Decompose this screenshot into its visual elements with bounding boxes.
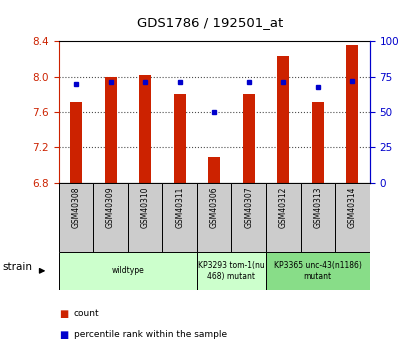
- Text: count: count: [74, 309, 99, 318]
- Text: ■: ■: [59, 330, 68, 339]
- Bar: [197, 183, 231, 252]
- Text: GSM40309: GSM40309: [106, 186, 115, 228]
- Bar: [59, 183, 93, 252]
- Bar: [277, 56, 289, 183]
- Text: GSM40312: GSM40312: [279, 186, 288, 228]
- Bar: [197, 252, 266, 290]
- Text: GSM40308: GSM40308: [71, 186, 81, 228]
- Bar: [243, 95, 255, 183]
- Bar: [301, 183, 335, 252]
- Bar: [266, 252, 370, 290]
- Text: KP3293 tom-1(nu
468) mutant: KP3293 tom-1(nu 468) mutant: [198, 261, 265, 280]
- Text: wildtype: wildtype: [111, 266, 144, 275]
- Text: ■: ■: [59, 309, 68, 319]
- Bar: [105, 77, 117, 183]
- Text: GSM40313: GSM40313: [313, 186, 322, 228]
- Bar: [346, 45, 358, 183]
- Bar: [335, 183, 370, 252]
- Bar: [173, 95, 186, 183]
- Bar: [266, 183, 301, 252]
- Text: GSM40311: GSM40311: [175, 186, 184, 228]
- Bar: [70, 101, 82, 183]
- Text: KP3365 unc-43(n1186)
mutant: KP3365 unc-43(n1186) mutant: [274, 261, 362, 280]
- Text: GSM40307: GSM40307: [244, 186, 253, 228]
- Bar: [231, 183, 266, 252]
- Text: percentile rank within the sample: percentile rank within the sample: [74, 330, 227, 339]
- Bar: [128, 183, 163, 252]
- Bar: [59, 252, 197, 290]
- Text: strain: strain: [2, 263, 32, 272]
- Bar: [312, 101, 324, 183]
- Bar: [163, 183, 197, 252]
- Bar: [139, 75, 151, 183]
- Text: GSM40314: GSM40314: [348, 186, 357, 228]
- Bar: [93, 183, 128, 252]
- Text: GSM40310: GSM40310: [141, 186, 150, 228]
- Text: GSM40306: GSM40306: [210, 186, 219, 228]
- Text: GDS1786 / 192501_at: GDS1786 / 192501_at: [137, 16, 283, 29]
- Bar: [208, 157, 220, 183]
